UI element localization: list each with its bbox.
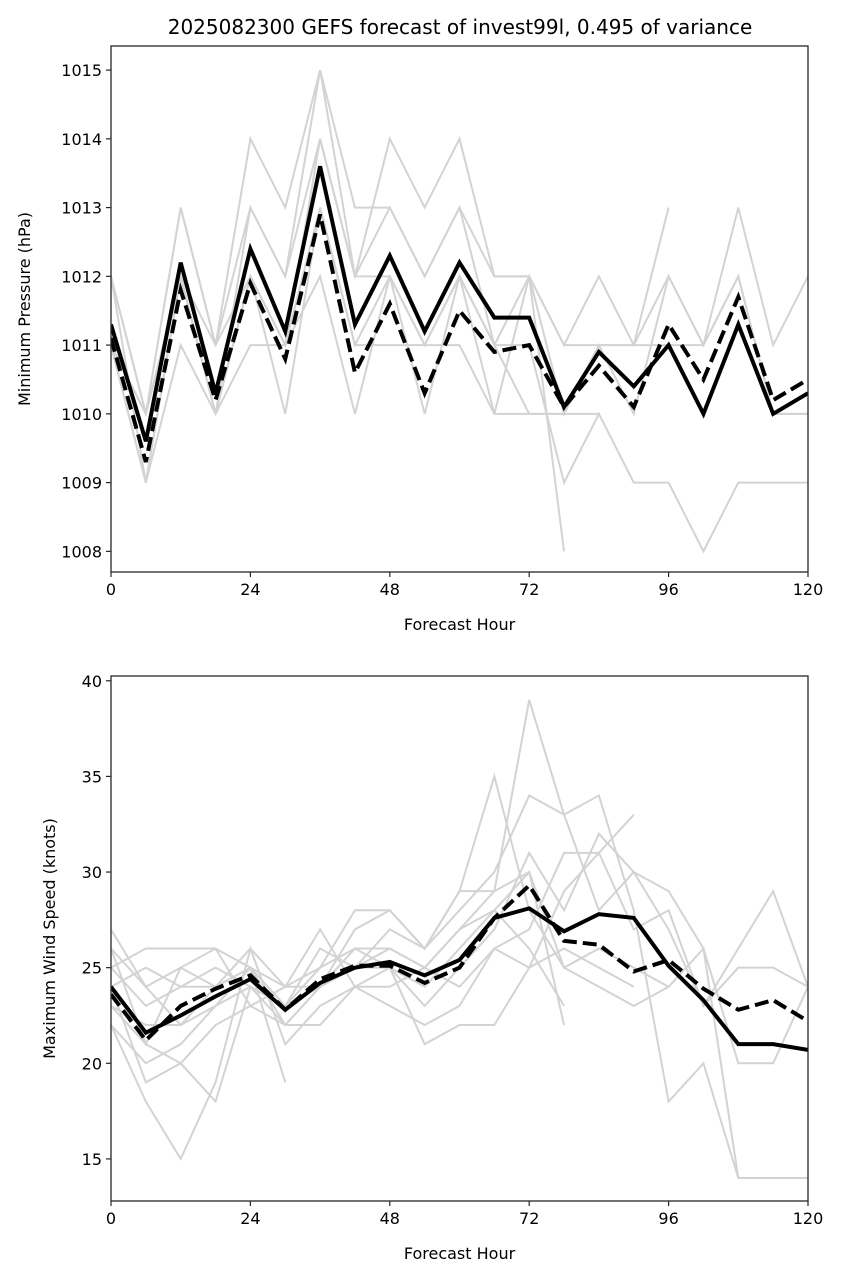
pressure-x-tick-label: 72 <box>519 580 539 599</box>
wind-y-label: Maximum Wind Speed (knots) <box>40 818 59 1059</box>
pressure-y-tick-label: 1013 <box>61 199 102 218</box>
wind-x-tick-label: 48 <box>380 1209 400 1228</box>
pressure-y-tick-label: 1010 <box>61 405 102 424</box>
pressure-member-line-5 <box>111 207 566 552</box>
pressure-y-tick-label: 1008 <box>61 542 102 561</box>
wind-member-line-11 <box>111 927 635 1047</box>
pressure-reconstruction-line <box>111 213 808 463</box>
wind-x-tick-label: 24 <box>240 1209 260 1228</box>
wind-y-tick-label: 40 <box>82 672 102 691</box>
wind-x-tick-label: 0 <box>106 1209 116 1228</box>
pressure-x-label: Forecast Hour <box>404 615 516 634</box>
pressure-member-line-3 <box>111 138 808 417</box>
pressure-y-tick-label: 1011 <box>61 336 102 355</box>
wind-x-tick-label: 72 <box>519 1209 539 1228</box>
wind-y-tick-label: 20 <box>82 1054 102 1073</box>
pressure-x-tick-label: 96 <box>658 580 678 599</box>
pressure-x-ticks: 0 24 48 72 96 120 <box>106 572 823 599</box>
pressure-y-ticks: 1008 1009 1010 1011 1012 1013 1014 1015 <box>61 61 111 561</box>
pressure-y-tick-label: 1012 <box>61 267 102 286</box>
wind-y-tick-label: 15 <box>82 1150 102 1169</box>
wind-y-tick-label: 35 <box>82 767 102 786</box>
pressure-member-line-1 <box>111 69 808 415</box>
pressure-x-tick-label: 0 <box>106 580 116 599</box>
wind-reconstruction-line <box>111 882 808 1044</box>
wind-member-line-9 <box>111 851 808 1104</box>
wind-x-ticks: 0 24 48 72 96 120 <box>106 1201 823 1228</box>
wind-x-tick-label: 96 <box>658 1209 678 1228</box>
pressure-y-tick-label: 1015 <box>61 61 102 80</box>
wind-series <box>111 882 808 1052</box>
pressure-y-tick-label: 1009 <box>61 474 102 493</box>
wind-y-ticks: 15 20 25 30 35 40 <box>82 672 111 1169</box>
wind-axes-frame <box>110 675 809 1202</box>
wind-member-line-5 <box>111 813 635 1162</box>
wind-y-tick-label: 30 <box>82 863 102 882</box>
pressure-member-line-7 <box>111 207 599 417</box>
wind-members <box>111 699 808 1180</box>
pressure-y-label: Minimum Pressure (hPa) <box>15 212 34 406</box>
pressure-x-tick-label: 120 <box>793 580 824 599</box>
wind-x-tick-label: 120 <box>793 1209 824 1228</box>
wind-member-line-2 <box>111 699 808 1065</box>
pressure-x-tick-label: 24 <box>240 580 260 599</box>
pressure-series <box>111 165 808 463</box>
pressure-x-tick-label: 48 <box>380 580 400 599</box>
wind-x-label: Forecast Hour <box>404 1244 516 1263</box>
chart-title: 2025082300 GEFS forecast of invest99l, 0… <box>168 15 753 39</box>
pressure-axes-frame <box>110 45 809 573</box>
pressure-axes: 0 24 48 72 96 120 1008 1009 1010 1011 1012 1013 101… <box>15 45 823 634</box>
wind-member-line-1 <box>111 772 808 1180</box>
wind-y-tick-label: 25 <box>82 959 102 978</box>
pressure-y-tick-label: 1014 <box>61 130 102 149</box>
